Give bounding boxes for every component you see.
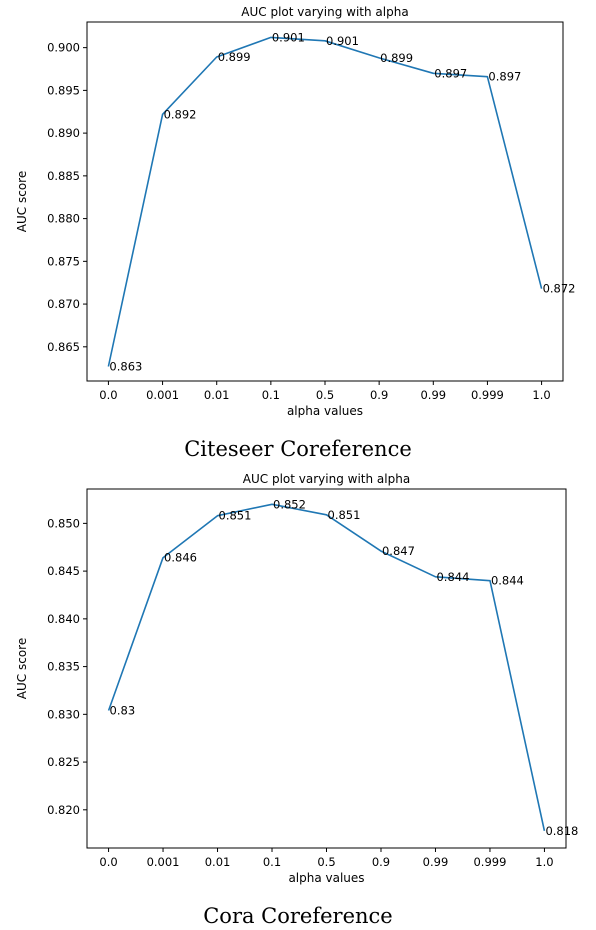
data-label: 0.844 bbox=[436, 570, 469, 584]
y-axis-label: AUC score bbox=[15, 171, 29, 232]
chart-1: AUC plot varying with alpha 0.865 0.870 0.8… bbox=[15, 5, 576, 418]
data-label: 0.852 bbox=[273, 497, 306, 511]
data-label: 0.863 bbox=[109, 359, 142, 373]
data-label: 0.847 bbox=[382, 544, 415, 558]
x-tick-label: 0.99 bbox=[423, 855, 449, 869]
chart-title: AUC plot varying with alpha bbox=[243, 472, 410, 486]
data-label: 0.872 bbox=[543, 282, 576, 296]
data-label: 0.892 bbox=[164, 107, 197, 121]
data-label: 0.897 bbox=[434, 66, 467, 80]
data-label: 0.899 bbox=[380, 51, 413, 65]
caption-citeseer: Citeseer Coreference bbox=[184, 437, 412, 461]
series-line bbox=[107, 36, 543, 367]
data-label: 0.844 bbox=[491, 574, 524, 588]
data-label: 0.897 bbox=[488, 70, 521, 84]
y-tick-label: 0.825 bbox=[47, 755, 80, 769]
series-line bbox=[107, 503, 546, 831]
x-tick-label: 0.0 bbox=[99, 855, 117, 869]
y-tick-label: 0.820 bbox=[47, 803, 80, 817]
caption-cora: Cora Coreference bbox=[203, 904, 393, 928]
y-tick-label: 0.885 bbox=[47, 169, 80, 183]
data-label: 0.899 bbox=[218, 50, 251, 64]
x-tick-label: 0.001 bbox=[147, 855, 180, 869]
y-tick-label: 0.875 bbox=[47, 254, 80, 268]
x-tick-label: 0.9 bbox=[372, 855, 390, 869]
y-tick-label: 0.900 bbox=[47, 41, 80, 55]
x-tick-label: 0.001 bbox=[146, 388, 179, 402]
x-axis-label: alpha values bbox=[287, 404, 363, 418]
y-axis-label: AUC score bbox=[15, 638, 29, 699]
data-label: 0.846 bbox=[164, 551, 197, 565]
y-tick-label: 0.845 bbox=[47, 564, 80, 578]
x-tick-label: 0.999 bbox=[473, 855, 506, 869]
y-tick-label: 0.880 bbox=[47, 212, 80, 226]
x-tick-label: 0.1 bbox=[263, 855, 281, 869]
data-label: 0.851 bbox=[328, 508, 361, 522]
x-tick-label: 0.0 bbox=[99, 388, 117, 402]
x-tick-label: 0.01 bbox=[205, 855, 231, 869]
data-label: 0.901 bbox=[272, 30, 305, 44]
y-tick-label: 0.830 bbox=[47, 707, 80, 721]
plot-frame bbox=[86, 488, 567, 849]
x-tick-label: 0.01 bbox=[204, 388, 230, 402]
x-tick-label: 1.0 bbox=[532, 388, 550, 402]
x-tick-label: 0.5 bbox=[317, 855, 335, 869]
x-axis-label: alpha values bbox=[288, 871, 364, 885]
x-tick-label: 0.5 bbox=[316, 388, 334, 402]
data-label: 0.83 bbox=[110, 704, 136, 718]
y-tick-label: 0.870 bbox=[47, 297, 80, 311]
data-label: 0.818 bbox=[545, 824, 578, 838]
chart-2: AUC plot varying with alpha 0.820 0.825 0.8… bbox=[15, 472, 578, 885]
data-label: 0.901 bbox=[326, 34, 359, 48]
x-tick-label: 0.999 bbox=[471, 388, 504, 402]
y-tick-label: 0.865 bbox=[47, 340, 80, 354]
y-tick-label: 0.840 bbox=[47, 612, 80, 626]
x-tick-label: 1.0 bbox=[535, 855, 553, 869]
x-tick-label: 0.9 bbox=[370, 388, 388, 402]
x-tick-label: 0.1 bbox=[262, 388, 280, 402]
y-tick-label: 0.890 bbox=[47, 126, 80, 140]
y-tick-label: 0.895 bbox=[47, 83, 80, 97]
chart-title: AUC plot varying with alpha bbox=[241, 5, 408, 19]
data-label: 0.851 bbox=[219, 509, 252, 523]
x-tick-label: 0.99 bbox=[420, 388, 446, 402]
y-tick-label: 0.835 bbox=[47, 660, 80, 674]
y-tick-label: 0.850 bbox=[47, 516, 80, 530]
